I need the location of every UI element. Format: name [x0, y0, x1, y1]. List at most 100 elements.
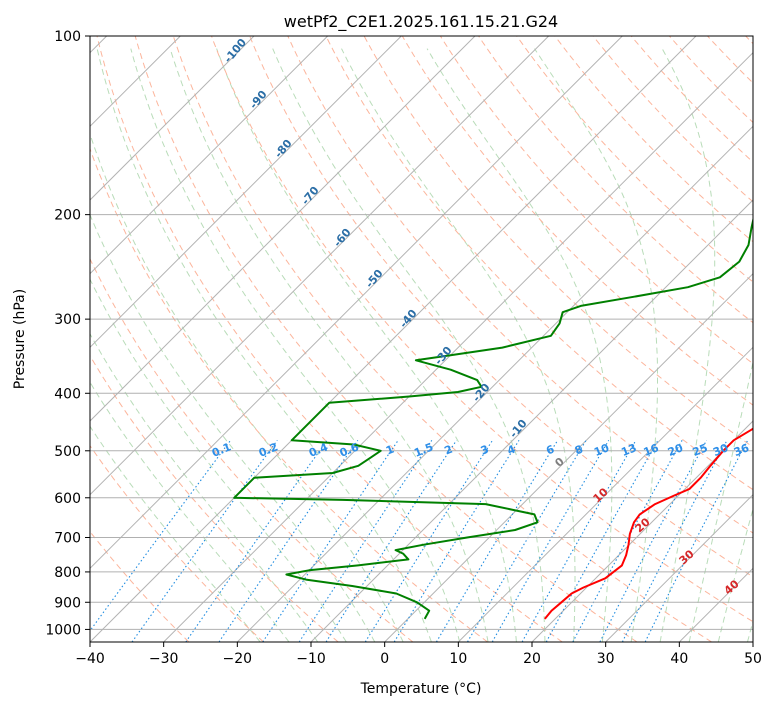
isotherm-line — [90, 36, 329, 275]
mixing-ratio-line — [185, 439, 328, 642]
dry-adiabats — [90, 36, 753, 642]
isobar-gridlines — [90, 36, 753, 630]
moist-adiabat-line — [90, 278, 347, 642]
isotherm-line — [531, 420, 753, 642]
y-tick-label: 700 — [54, 531, 81, 547]
y-tick-label: 400 — [54, 386, 81, 402]
y-tick-label: 500 — [54, 444, 81, 460]
mixing-ratio-line — [545, 440, 659, 642]
mixing-ratio-line — [435, 440, 559, 642]
mixing-ratio-line — [131, 439, 278, 642]
mixing-ratio-line — [521, 440, 637, 642]
moist-adiabat-line — [96, 48, 432, 642]
mixing-ratio-line — [325, 439, 457, 642]
x-axis-ticks: −40 −30 −20 −10 0 10 20 30 40 50 — [75, 642, 762, 667]
y-tick-label: 200 — [54, 208, 81, 224]
mixing-ratio-label: 20 — [666, 441, 685, 459]
isotherm-line — [457, 346, 753, 642]
mixing-ratio-line — [262, 439, 399, 642]
dry-adiabat-line — [630, 36, 753, 163]
x-tick-label: 30 — [597, 651, 615, 667]
y-tick-label: 800 — [54, 565, 81, 581]
dry-adiabat-line — [249, 36, 753, 578]
isotherm-line — [310, 199, 753, 642]
mixing-ratio-line — [218, 439, 359, 642]
moist-adiabat-line — [534, 48, 658, 642]
isotherm-line — [90, 36, 697, 642]
plot-frame — [89, 35, 754, 643]
isotherm-line — [163, 51, 753, 642]
dry-adiabat-line — [592, 36, 753, 203]
isotherm-line — [605, 493, 753, 642]
isotherm-line — [90, 36, 550, 496]
mixing-ratio-label: 30 — [711, 441, 730, 459]
moist-adiabat-line — [216, 48, 517, 642]
mixing-ratio-line — [572, 440, 683, 642]
dry-adiabat-line — [211, 36, 753, 623]
moist-adiabats — [90, 48, 753, 642]
mixing-ratio-line — [393, 440, 520, 642]
y-axis-ticks: 100 200 300 400 500 600 700 800 900 1000 — [45, 29, 90, 638]
mixing-ratio-label: 10 — [592, 441, 611, 459]
y-tick-label: 300 — [54, 312, 81, 328]
moist-adiabat-line — [341, 48, 576, 642]
x-tick-label: −30 — [149, 651, 179, 667]
y-axis-title: Pressure (hPa) — [12, 289, 28, 389]
isotherm-line — [90, 36, 476, 422]
mixing-ratio-label: 8 — [573, 443, 585, 458]
dry-adiabat-line — [516, 36, 753, 283]
mixing-ratio-line — [364, 440, 493, 642]
mixing-ratio-label: 3 — [479, 443, 491, 458]
moist-adiabat-line — [169, 48, 489, 642]
mixing-ratio-label: 25 — [691, 441, 710, 459]
mixing-ratio-line — [298, 439, 433, 642]
y-tick-label: 100 — [54, 29, 81, 45]
dry-adiabat-line — [96, 36, 563, 642]
x-axis-title: Temperature (°C) — [360, 681, 482, 697]
isotherm-line — [90, 36, 402, 349]
x-tick-label: −20 — [223, 651, 253, 667]
moist-adiabat-line — [90, 132, 404, 642]
isotherm-line — [90, 36, 623, 570]
mixing-ratio-lines — [90, 439, 749, 642]
x-tick-label: 20 — [523, 651, 541, 667]
dry-adiabat-line — [401, 36, 753, 406]
x-tick-label: 40 — [670, 651, 688, 667]
isotherm-line — [384, 272, 753, 642]
dry-adiabat-line — [90, 444, 264, 642]
moist-adiabat-line — [90, 425, 261, 642]
moist-adiabat-line — [717, 507, 753, 642]
isotherm-line — [90, 36, 255, 201]
x-tick-label: 50 — [744, 651, 762, 667]
x-tick-label: −40 — [75, 651, 105, 667]
mixing-ratio-line — [467, 440, 587, 642]
moist-adiabat-line — [90, 381, 290, 642]
moist-adiabat-line — [688, 360, 753, 642]
x-tick-label: −10 — [296, 651, 326, 667]
moist-adiabat-line — [90, 332, 319, 642]
mixing-ratio-label: 16 — [642, 441, 661, 459]
mixing-ratio-label: 36 — [732, 441, 751, 459]
dry-adiabat-line — [90, 257, 414, 642]
dry-adiabat-line — [134, 36, 638, 642]
mixing-ratio-label: 1 — [384, 443, 396, 458]
y-tick-label: 600 — [54, 491, 81, 507]
temperature-profile-line — [544, 427, 753, 620]
x-tick-label: 10 — [449, 651, 467, 667]
profile-series — [233, 216, 753, 620]
mixing-ratio-line — [90, 439, 232, 632]
mixing-ratio-label: 13 — [619, 441, 638, 459]
mixing-ratio-line — [491, 440, 610, 642]
moist-adiabat-line — [130, 48, 461, 642]
moist-adiabat-line — [659, 48, 716, 642]
chart-title: wetPf2_C2E1.2025.161.15.21.G24 — [284, 12, 558, 32]
dry-adiabat-line — [478, 36, 753, 324]
moisture-profile-line — [233, 216, 753, 620]
moist-adiabat-line — [272, 48, 546, 642]
dry-adiabat-line — [325, 36, 753, 491]
y-tick-label: 900 — [54, 595, 81, 611]
dry-adiabat-line — [172, 36, 712, 642]
y-tick-label: 1000 — [45, 622, 81, 638]
